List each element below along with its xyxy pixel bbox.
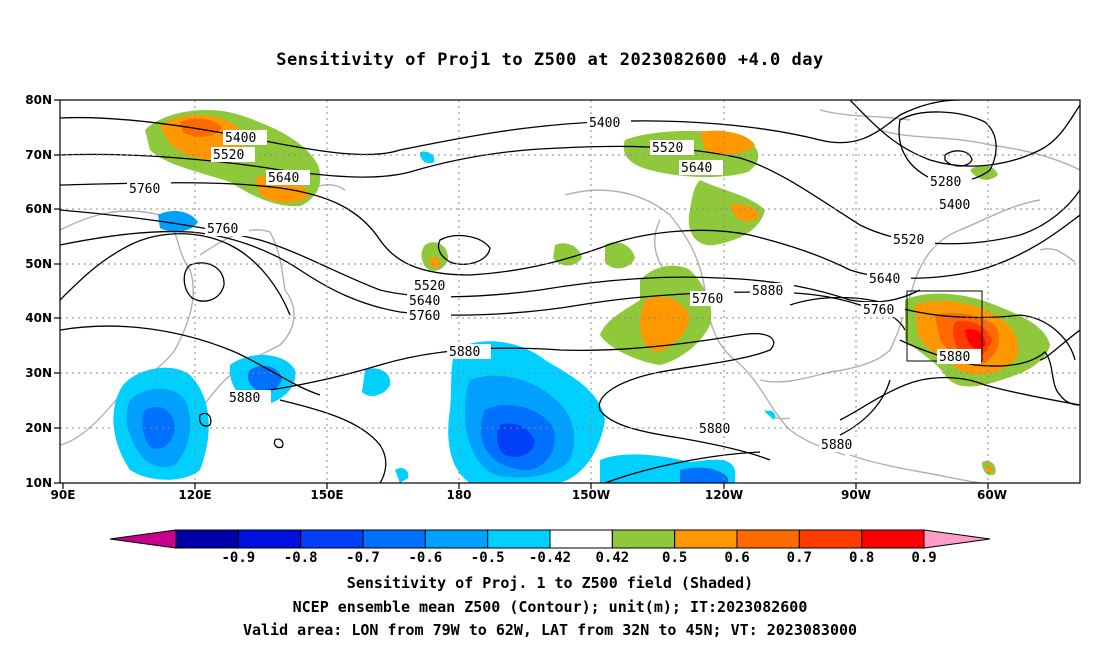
contour-label: 5400: [939, 198, 970, 213]
colorbar-swatch: [237, 529, 302, 549]
contour-labels: 5400 5520 5640 5760 5760 5400 5520 5640 …: [127, 115, 981, 453]
colorbar-swatch: [611, 529, 676, 549]
lon-tick-label: 90W: [841, 488, 871, 502]
colorbar-tick-label: -0.6: [408, 550, 442, 566]
contour-label: 5880: [752, 284, 783, 299]
colorbar-swatch: [487, 529, 551, 549]
caption-contour: NCEP ensemble mean Z500 (Contour); unit(…: [292, 598, 808, 616]
contour-label: 5520: [893, 233, 924, 248]
lat-tick-label: 50N: [25, 257, 52, 271]
colorbar-swatch: [861, 529, 925, 549]
page-title: Sensitivity of Proj1 to Z500 at 20230826…: [276, 50, 824, 70]
colorbar-tick-label: 0.7: [787, 550, 812, 566]
colorbar-swatch: [300, 529, 364, 549]
lat-tick-label: 20N: [25, 421, 52, 435]
latitude-labels: 10N 20N 30N 40N 50N 60N 70N 80N: [25, 93, 52, 490]
lon-tick-label: 60W: [977, 488, 1007, 502]
colorbar-tick-label: -0.9: [221, 550, 255, 566]
colorbar-max-triangle: [923, 529, 991, 549]
colorbar-swatch: [549, 529, 613, 549]
map-frame: [59, 99, 1081, 484]
colorbar-swatch: [736, 529, 800, 549]
colorbar: -0.9 -0.8 -0.7 -0.6 -0.5 -0.42 0.42 0.5 0.6 0.7 0.…: [109, 529, 991, 566]
longitude-labels: 90E 120E 150E 180 150W 120W 90W 60W: [51, 488, 1007, 502]
lon-tick-label: 150W: [572, 488, 610, 502]
map-panel: 5400 5520 5640 5760 5760 5400 5520 5640 …: [25, 93, 1081, 502]
lon-tick-label: 120W: [705, 488, 743, 502]
colorbar-tick-label: -0.42: [529, 550, 571, 566]
colorbar-tick-label: -0.8: [284, 550, 318, 566]
lon-tick-label: 90E: [51, 488, 76, 502]
contour-label: 5760: [692, 292, 723, 307]
contour-label: 5760: [863, 303, 894, 318]
lat-tick-label: 40N: [25, 311, 52, 325]
lon-tick-label: 180: [446, 488, 471, 502]
contour-label: 5640: [869, 272, 900, 287]
colorbar-tick-label: -0.5: [471, 550, 505, 566]
colorbar-tick-label: -0.7: [346, 550, 380, 566]
lat-tick-label: 10N: [25, 476, 52, 490]
contour-label: 5280: [930, 175, 961, 190]
contour-label: 5760: [129, 182, 160, 197]
contour-label: 5520: [213, 148, 244, 163]
caption-valid-area: Valid area: LON from 79W to 62W, LAT fro…: [242, 621, 858, 639]
contour-label: 5400: [589, 116, 620, 131]
contour-label: 5520: [652, 141, 683, 156]
lon-tick-label: 120E: [178, 488, 211, 502]
colorbar-tick-label: 0.42: [595, 550, 629, 566]
contour-label: 5520: [414, 279, 445, 294]
colorbar-swatch: [798, 529, 863, 549]
axis-tick-marks: [54, 99, 989, 489]
colorbar-tick-label: 0.8: [849, 550, 874, 566]
caption-shading: Sensitivity of Proj. 1 to Z500 field (Sh…: [346, 574, 754, 592]
colorbar-min-triangle: [109, 529, 177, 549]
contour-label: 5640: [268, 171, 299, 186]
colorbar-swatch: [175, 529, 239, 549]
lat-tick-label: 30N: [25, 366, 52, 380]
lon-tick-label: 150E: [310, 488, 343, 502]
contour-label: 5880: [229, 391, 260, 406]
contour-label: 5880: [939, 350, 970, 365]
lat-tick-label: 70N: [25, 148, 52, 162]
contour-label: 5760: [207, 222, 238, 237]
contour-label: 5400: [225, 131, 256, 146]
colorbar-swatch: [674, 529, 738, 549]
colorbar-swatch: [362, 529, 426, 549]
contour-label: 5880: [699, 422, 730, 437]
contour-label: 5880: [821, 438, 852, 453]
lat-tick-label: 80N: [25, 93, 52, 107]
contour-label: 5760: [409, 309, 440, 324]
lat-tick-label: 60N: [25, 202, 52, 216]
colorbar-swatch: [424, 529, 489, 549]
contour-label: 5640: [681, 161, 712, 176]
colorbar-tick-label: 0.5: [662, 550, 687, 566]
colorbar-tick-label: 0.9: [911, 550, 936, 566]
contour-label: 5640: [409, 294, 440, 309]
contour-label: 5880: [449, 345, 480, 360]
colorbar-tick-label: 0.6: [724, 550, 749, 566]
